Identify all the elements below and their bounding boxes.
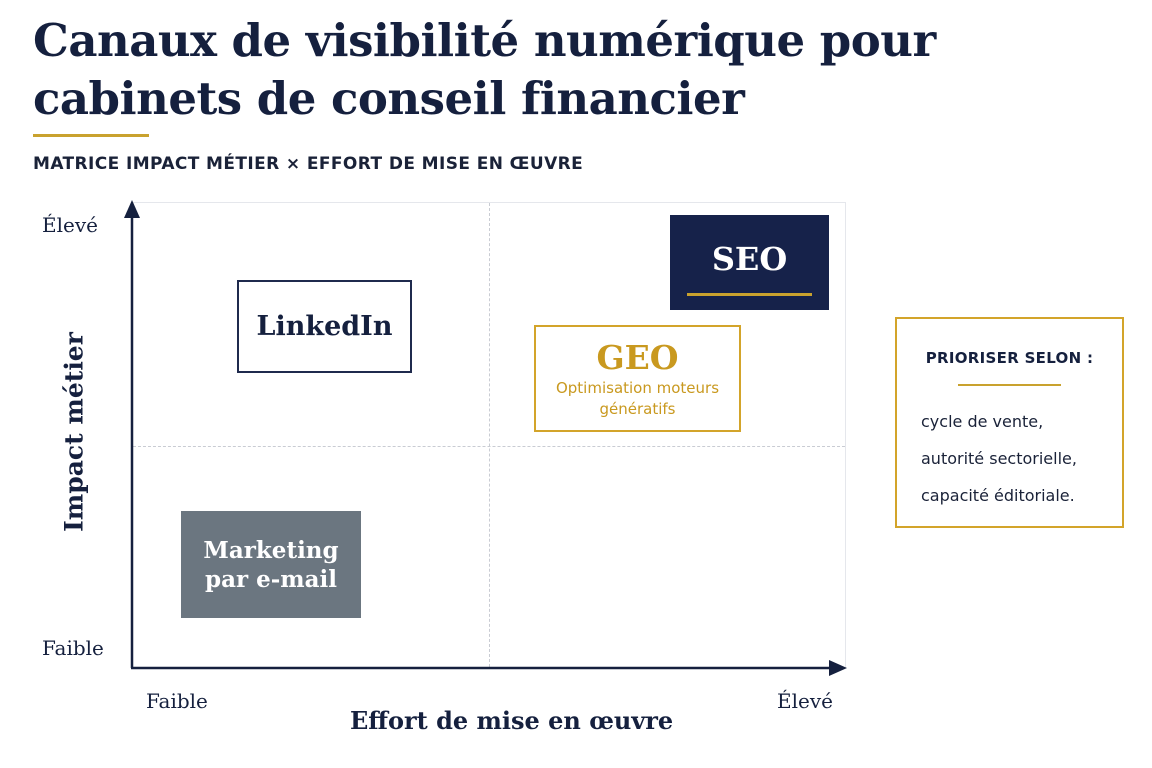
vertical-divider	[489, 203, 490, 667]
horizontal-divider	[133, 446, 845, 447]
page-title: Canaux de visibilité numérique pour cabi…	[33, 14, 936, 125]
x-axis-title: Effort de mise en œuvre	[350, 706, 674, 735]
channel-seo-underline	[687, 293, 812, 296]
title-underline	[33, 134, 149, 137]
channel-geo-label: GEO	[596, 337, 679, 377]
plot-frame	[132, 202, 846, 668]
y-axis-low-label: Faible	[42, 636, 104, 660]
note-criterion: autorité sectorielle,	[921, 449, 1077, 468]
channel-email-label-1: Marketing	[203, 536, 339, 564]
y-axis-arrow	[124, 200, 140, 218]
x-axis-high-label: Élevé	[777, 689, 833, 713]
prioritization-note: PRIORISER SELON : cycle de vente, autori…	[895, 317, 1124, 528]
channel-seo: SEO	[670, 215, 829, 310]
note-criterion: cycle de vente,	[921, 412, 1044, 431]
y-axis-high-label: Élevé	[42, 213, 98, 237]
channel-email-marketing: Marketing par e-mail	[181, 511, 361, 618]
channel-linkedin-label: LinkedIn	[256, 311, 393, 342]
x-axis-low-label: Faible	[146, 689, 208, 713]
note-criteria-list: cycle de vente, autorité sectorielle, ca…	[921, 403, 1077, 514]
note-underline	[958, 384, 1061, 386]
note-title: PRIORISER SELON :	[925, 349, 1094, 367]
channel-geo-description-2: génératifs	[599, 399, 676, 418]
note-criterion: capacité éditoriale.	[921, 486, 1075, 505]
channel-geo: GEO Optimisation moteurs génératifs	[534, 325, 741, 432]
channel-email-label-2: par e-mail	[204, 565, 337, 593]
x-axis-arrow	[829, 660, 847, 676]
channel-geo-description-1: Optimisation moteurs	[555, 378, 720, 397]
channel-seo-label: SEO	[711, 239, 788, 278]
y-axis-title: Impact métier	[59, 332, 89, 532]
matrix-subtitle: MATRICE IMPACT MÉTIER × EFFORT DE MISE E…	[33, 154, 584, 174]
channel-linkedin: LinkedIn	[237, 280, 412, 373]
